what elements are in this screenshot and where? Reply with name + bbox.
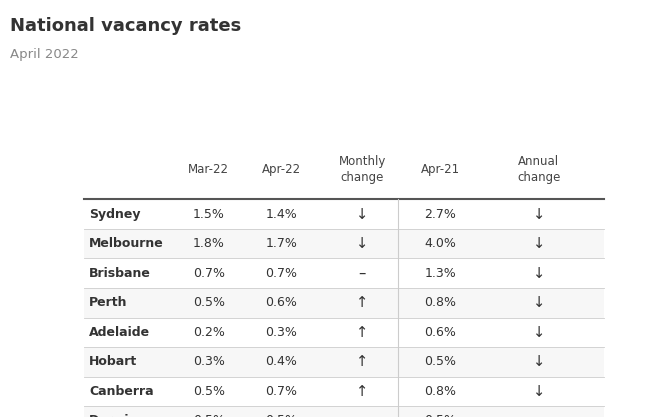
- Text: 2.7%: 2.7%: [424, 208, 456, 221]
- Text: ↓: ↓: [356, 236, 368, 251]
- Text: 0.6%: 0.6%: [266, 296, 297, 309]
- Text: 0.8%: 0.8%: [424, 385, 456, 398]
- Text: ↓: ↓: [533, 236, 545, 251]
- Text: 0.7%: 0.7%: [193, 267, 225, 280]
- Text: ↓: ↓: [533, 384, 545, 399]
- Text: –: –: [358, 413, 366, 417]
- Text: National vacancy rates: National vacancy rates: [10, 17, 242, 35]
- Bar: [84, 199, 604, 229]
- Text: 0.2%: 0.2%: [193, 326, 225, 339]
- Text: 0.3%: 0.3%: [193, 355, 225, 368]
- Text: Monthly
change: Monthly change: [338, 155, 386, 184]
- Text: Brisbane: Brisbane: [89, 267, 151, 280]
- Text: Canberra: Canberra: [89, 385, 154, 398]
- Text: 0.5%: 0.5%: [266, 414, 297, 417]
- Text: 1.4%: 1.4%: [266, 208, 297, 221]
- Bar: [84, 317, 604, 347]
- Text: 1.3%: 1.3%: [424, 267, 456, 280]
- Text: –: –: [358, 266, 366, 281]
- Bar: [84, 347, 604, 377]
- Text: 0.5%: 0.5%: [193, 296, 225, 309]
- Text: Annual
change: Annual change: [517, 155, 560, 184]
- Text: ↑: ↑: [356, 354, 368, 369]
- Text: 0.7%: 0.7%: [266, 267, 297, 280]
- Text: Mar-22: Mar-22: [188, 163, 229, 176]
- Text: April 2022: April 2022: [10, 48, 79, 61]
- Text: 0.8%: 0.8%: [424, 296, 456, 309]
- Text: Adelaide: Adelaide: [89, 326, 150, 339]
- Bar: [84, 259, 604, 288]
- Text: Darwin: Darwin: [89, 414, 138, 417]
- Text: 1.7%: 1.7%: [266, 237, 297, 250]
- Bar: [84, 406, 604, 417]
- Text: –: –: [535, 413, 543, 417]
- Text: ↓: ↓: [533, 295, 545, 310]
- Text: 0.5%: 0.5%: [424, 355, 456, 368]
- Text: 1.8%: 1.8%: [193, 237, 225, 250]
- Text: ↓: ↓: [533, 354, 545, 369]
- Text: ↓: ↓: [533, 206, 545, 221]
- Text: ↑: ↑: [356, 325, 368, 340]
- Text: 0.5%: 0.5%: [193, 414, 225, 417]
- Text: ↑: ↑: [356, 295, 368, 310]
- Text: Hobart: Hobart: [89, 355, 138, 368]
- Text: Perth: Perth: [89, 296, 127, 309]
- Text: Apr-22: Apr-22: [262, 163, 301, 176]
- Text: Apr-21: Apr-21: [421, 163, 460, 176]
- Bar: [84, 229, 604, 259]
- Text: ↑: ↑: [356, 384, 368, 399]
- Text: 1.5%: 1.5%: [193, 208, 225, 221]
- Bar: [84, 288, 604, 317]
- Text: 0.3%: 0.3%: [266, 326, 297, 339]
- Text: Sydney: Sydney: [89, 208, 141, 221]
- Text: Melbourne: Melbourne: [89, 237, 164, 250]
- Text: ↓: ↓: [533, 266, 545, 281]
- Text: 0.5%: 0.5%: [193, 385, 225, 398]
- Text: 0.5%: 0.5%: [424, 414, 456, 417]
- Text: ↓: ↓: [356, 206, 368, 221]
- Text: 0.6%: 0.6%: [424, 326, 456, 339]
- Text: 0.4%: 0.4%: [266, 355, 297, 368]
- Text: ↓: ↓: [533, 325, 545, 340]
- Text: 4.0%: 4.0%: [424, 237, 456, 250]
- Bar: [84, 377, 604, 406]
- Text: 0.7%: 0.7%: [266, 385, 297, 398]
